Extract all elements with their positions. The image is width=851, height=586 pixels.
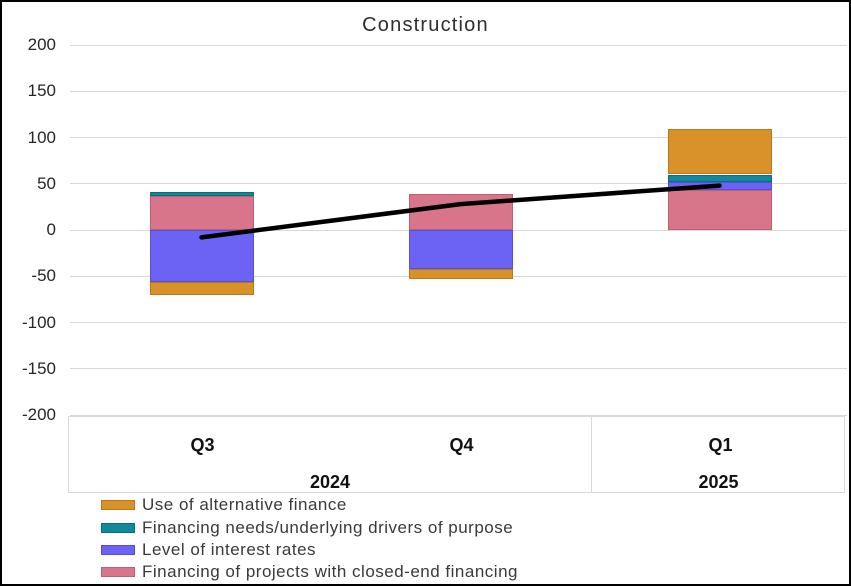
y-tick-label--200: -200: [21, 405, 56, 424]
legend-swatch: [101, 544, 135, 555]
year-label-2024: 2024: [309, 472, 351, 492]
bar-segment: [667, 190, 772, 230]
legend-label: Financing needs/underlying drivers of pu…: [142, 517, 514, 537]
y-tick-label--50: -50: [31, 266, 56, 286]
y-tick-label--100: -100: [21, 312, 56, 332]
gridline--200: [70, 414, 847, 416]
y-tick-label-200: 200: [27, 35, 56, 54]
legend-item: Level of interest rates: [101, 539, 518, 561]
axis-group-divider: [591, 417, 592, 492]
bar-segment: [149, 195, 254, 230]
legend-label: Level of interest rates: [142, 539, 317, 559]
y-tick-label--150: -150: [21, 358, 56, 378]
legend-item: Financing needs/underlying drivers of pu…: [101, 516, 518, 538]
bar-segment: [408, 193, 513, 230]
y-tick-label-100: 100: [27, 127, 56, 147]
year-label-2025: 2025: [698, 472, 739, 492]
bar-segment: [149, 230, 254, 282]
bar-segment: [149, 192, 254, 196]
gridline--100: [70, 322, 847, 323]
bar-segment: [149, 281, 254, 295]
legend-swatch: [101, 522, 135, 533]
legend: Use of alternative finance Financing need…: [101, 494, 518, 584]
category-label-Q3: Q3: [190, 435, 215, 455]
y-tick-label-50: 50: [37, 173, 56, 193]
legend-item: Financing of projects with closed-end fi…: [101, 561, 518, 583]
gridline-200: [70, 44, 847, 46]
chart-title: Construction: [362, 14, 489, 36]
gridline-100: [70, 137, 847, 138]
bar-segment: [667, 129, 772, 175]
legend-label: Financing of projects with closed-end fi…: [142, 562, 518, 582]
bar-segment: [408, 268, 513, 280]
category-axis: Q3 Q4 Q1 2024 2025: [68, 416, 845, 493]
legend-swatch: [101, 567, 135, 578]
legend-item: Use of alternative finance: [101, 494, 518, 516]
bar-segment: [667, 174, 772, 182]
bar-segment: [667, 181, 772, 191]
category-label-Q1: Q1: [708, 435, 733, 455]
legend-label: Use of alternative finance: [142, 495, 347, 515]
y-tick-label-0: 0: [46, 220, 56, 239]
y-tick-label-150: 150: [27, 81, 56, 101]
legend-swatch: [101, 500, 135, 511]
category-label-Q4: Q4: [449, 435, 474, 455]
gridline--150: [70, 368, 847, 370]
gridline-150: [70, 90, 847, 92]
bar-segment: [408, 230, 513, 269]
